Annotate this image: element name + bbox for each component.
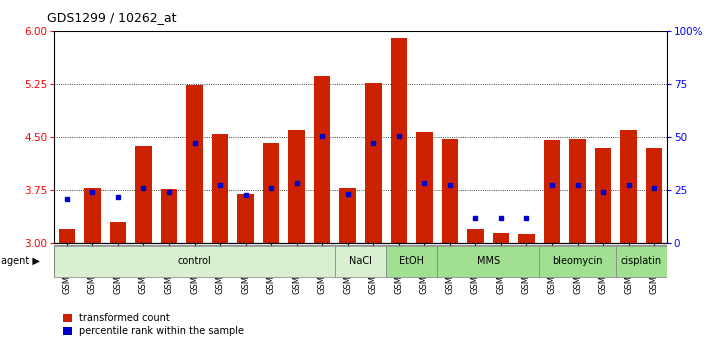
Bar: [391, 38, 407, 243]
Bar: [620, 130, 637, 243]
Text: NaCl: NaCl: [349, 256, 372, 266]
FancyBboxPatch shape: [386, 246, 437, 277]
Bar: [646, 148, 663, 243]
FancyBboxPatch shape: [54, 246, 335, 277]
Bar: [441, 139, 458, 243]
Bar: [365, 83, 381, 243]
Text: MMS: MMS: [477, 256, 500, 266]
Text: agent ▶: agent ▶: [1, 256, 40, 266]
Bar: [595, 148, 611, 243]
Text: GDS1299 / 10262_at: GDS1299 / 10262_at: [47, 11, 177, 24]
Bar: [110, 222, 126, 243]
Text: control: control: [177, 256, 211, 266]
Bar: [84, 188, 101, 243]
Bar: [544, 140, 560, 243]
Bar: [340, 188, 356, 243]
Bar: [186, 85, 203, 243]
Bar: [518, 234, 535, 243]
Text: EtOH: EtOH: [399, 256, 424, 266]
FancyBboxPatch shape: [437, 246, 539, 277]
Bar: [492, 233, 509, 243]
Bar: [467, 229, 484, 243]
Text: cisplatin: cisplatin: [621, 256, 662, 266]
Bar: [161, 189, 177, 243]
Text: bleomycin: bleomycin: [552, 256, 603, 266]
Bar: [212, 134, 229, 243]
Bar: [416, 132, 433, 243]
FancyBboxPatch shape: [539, 246, 616, 277]
Bar: [58, 229, 75, 243]
Bar: [135, 146, 151, 243]
Bar: [570, 139, 586, 243]
Bar: [263, 143, 280, 243]
Legend: transformed count, percentile rank within the sample: transformed count, percentile rank withi…: [59, 309, 248, 340]
Bar: [288, 130, 305, 243]
FancyBboxPatch shape: [335, 246, 386, 277]
FancyBboxPatch shape: [616, 246, 667, 277]
Bar: [314, 76, 330, 243]
Bar: [237, 194, 254, 243]
